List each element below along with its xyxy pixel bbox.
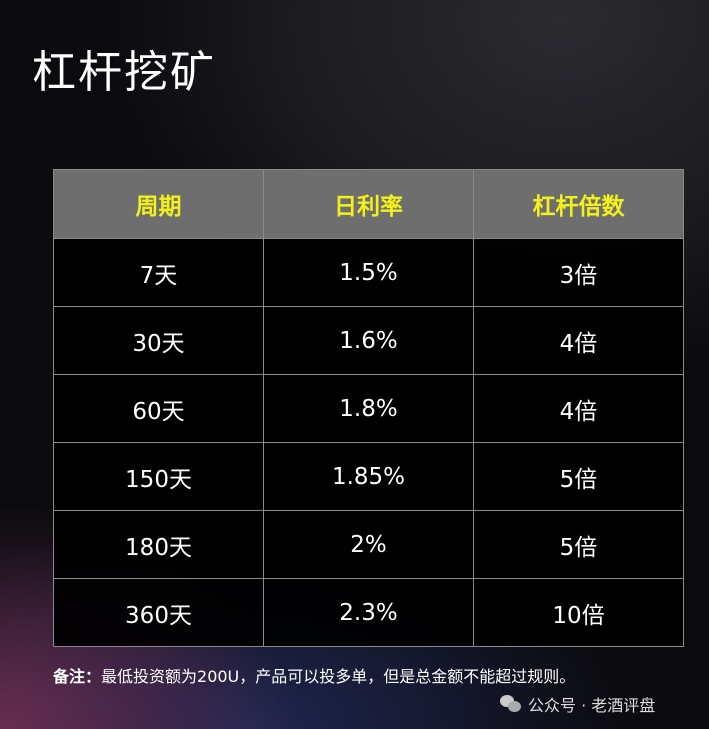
watermark: 公众号 · 老酒评盘 [500, 692, 655, 716]
footnote: 备注：最低投资额为200U，产品可以投多单，但是总金额不能超过规则。 [53, 667, 705, 687]
footnote-label: 备注： [53, 667, 102, 686]
cell-period: 360天 [53, 578, 264, 647]
table-row: 360天 2.3% 10倍 [53, 578, 684, 647]
header-period: 周期 [53, 169, 264, 239]
table-row: 180天 2% 5倍 [53, 510, 684, 579]
cell-leverage: 4倍 [473, 374, 684, 443]
table-body: 7天 1.5% 3倍 30天 1.6% 4倍 60天 1.8% 4倍 150天 1.85% 5倍 180… [53, 238, 684, 647]
leverage-table: 周期 日利率 杠杆倍数 7天 1.5% 3倍 30天 1.6% 4倍 60天 1.8% 4倍 15… [53, 169, 684, 647]
wechat-icon [500, 695, 522, 713]
cell-daily-rate: 1.6% [263, 306, 474, 375]
header-leverage: 杠杆倍数 [473, 169, 684, 239]
header-daily-rate: 日利率 [263, 169, 474, 239]
cell-period: 150天 [53, 442, 264, 511]
table-row: 30天 1.6% 4倍 [53, 306, 684, 375]
cell-leverage: 5倍 [473, 510, 684, 579]
cell-leverage: 3倍 [473, 238, 684, 307]
table-row: 7天 1.5% 3倍 [53, 238, 684, 307]
watermark-text: 公众号 · 老酒评盘 [528, 696, 656, 715]
table-header-row: 周期 日利率 杠杆倍数 [53, 169, 684, 239]
cell-daily-rate: 2% [263, 510, 474, 579]
cell-period: 30天 [53, 306, 264, 375]
table-row: 60天 1.8% 4倍 [53, 374, 684, 443]
cell-daily-rate: 1.5% [263, 238, 474, 307]
cell-leverage: 10倍 [473, 578, 684, 647]
cell-period: 7天 [53, 238, 264, 307]
cell-daily-rate: 1.85% [263, 442, 474, 511]
cell-leverage: 5倍 [473, 442, 684, 511]
cell-daily-rate: 1.8% [263, 374, 474, 443]
cell-period: 60天 [53, 374, 264, 443]
footnote-text: 最低投资额为200U，产品可以投多单，但是总金额不能超过规则。 [101, 667, 576, 686]
cell-leverage: 4倍 [473, 306, 684, 375]
table-row: 150天 1.85% 5倍 [53, 442, 684, 511]
cell-period: 180天 [53, 510, 264, 579]
page-title: 杠杆挖矿 [32, 47, 216, 98]
cell-daily-rate: 2.3% [263, 578, 474, 647]
